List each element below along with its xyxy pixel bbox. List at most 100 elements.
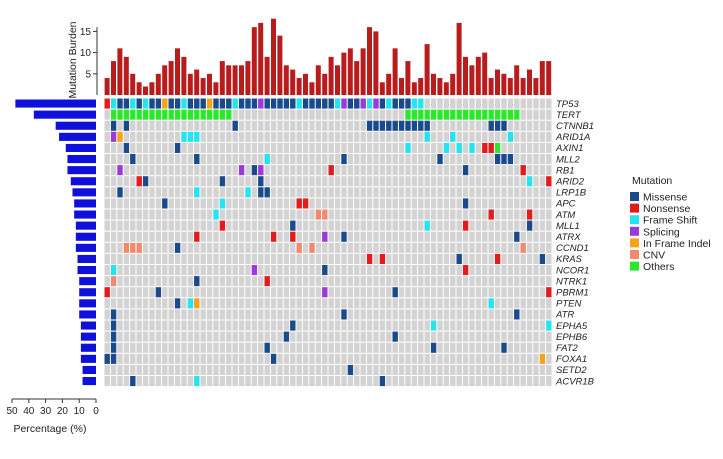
matrix-cell [296,331,302,342]
matrix-cell [462,298,469,309]
matrix-cell [200,298,206,309]
matrix-cell [526,253,533,264]
matrix-cell [238,276,245,287]
percentage-bar [82,365,96,374]
matrix-cell [494,298,501,309]
matrix-cell [366,287,373,298]
matrix-cell [462,120,469,131]
matrix-cell [136,298,142,309]
matrix-cell [130,331,136,342]
mutation-cell [392,287,398,298]
matrix-cell [296,298,302,309]
matrix-cell [302,320,309,331]
mutation-cell [539,253,546,264]
matrix-cell [405,376,411,387]
matrix-cell [360,176,366,187]
matrix-cell [200,231,206,242]
matrix-cell [251,376,258,387]
matrix-cell [123,176,130,187]
matrix-cell [264,320,270,331]
matrix-cell [347,242,354,253]
matrix-cell [168,253,174,264]
percentage-tick-label: 50 [6,406,18,417]
mutation-cell [379,253,386,264]
matrix-cell [296,342,302,353]
matrix-cell [309,165,315,176]
matrix-cell [251,320,258,331]
matrix-cell [430,309,437,320]
matrix-cell [123,376,130,387]
matrix-cell [264,209,270,220]
mutation-cell [104,353,110,364]
matrix-cell [379,331,386,342]
matrix-cell [174,253,181,264]
matrix-cell [475,353,482,364]
mutation-cell [514,231,520,242]
matrix-cell [437,342,443,353]
matrix-cell [341,165,347,176]
matrix-cell [194,331,200,342]
matrix-cell [373,364,379,375]
matrix-cell [270,342,277,353]
matrix-cell [373,165,379,176]
matrix-cell [174,120,181,131]
matrix-cell [507,187,514,198]
mutation-cell [181,98,187,109]
matrix-cell [354,242,360,253]
mutation-cell [462,220,469,231]
matrix-cell [130,120,136,131]
matrix-cell [386,142,392,153]
matrix-cell [162,376,168,387]
matrix-cell [526,331,533,342]
matrix-cell [206,331,213,342]
matrix-cell [226,364,232,375]
matrix-cell [533,364,539,375]
matrix-cell [226,320,232,331]
burden-bar [143,86,148,95]
matrix-cell [213,376,219,387]
matrix-cell [469,165,475,176]
matrix-cell [277,120,283,131]
matrix-cell [149,298,155,309]
matrix-cell [104,187,110,198]
matrix-cell [456,242,462,253]
matrix-cell [443,176,450,187]
mutation-cell [411,109,418,120]
matrix-cell [501,376,507,387]
matrix-cell [296,120,302,131]
matrix-cell [149,364,155,375]
matrix-cell [501,231,507,242]
matrix-cell [187,220,194,231]
matrix-cell [290,165,296,176]
matrix-cell [392,364,398,375]
mutation-cell [494,253,501,264]
matrix-cell [443,353,450,364]
matrix-cell [149,287,155,298]
matrix-cell [398,276,405,287]
mutation-cell [360,98,366,109]
mutation-cell [155,98,162,109]
matrix-cell [398,109,405,120]
matrix-cell [238,242,245,253]
mutation-cell [507,154,514,165]
matrix-cell [238,231,245,242]
mutation-cell [194,187,200,198]
matrix-cell [232,265,238,276]
matrix-cell [443,231,450,242]
matrix-cell [469,376,475,387]
matrix-cell [507,231,514,242]
matrix-cell [418,342,424,353]
matrix-cell [213,287,219,298]
matrix-cell [187,231,194,242]
matrix-cell [482,198,488,209]
matrix-cell [398,309,405,320]
matrix-cell [168,298,174,309]
matrix-cell [392,142,398,153]
matrix-cell [482,376,488,387]
matrix-cell [334,109,341,120]
burden-bar [347,48,353,95]
matrix-cell [219,265,226,276]
mutation-cell [142,98,149,109]
matrix-cell [488,176,494,187]
mutation-cell [462,198,469,209]
